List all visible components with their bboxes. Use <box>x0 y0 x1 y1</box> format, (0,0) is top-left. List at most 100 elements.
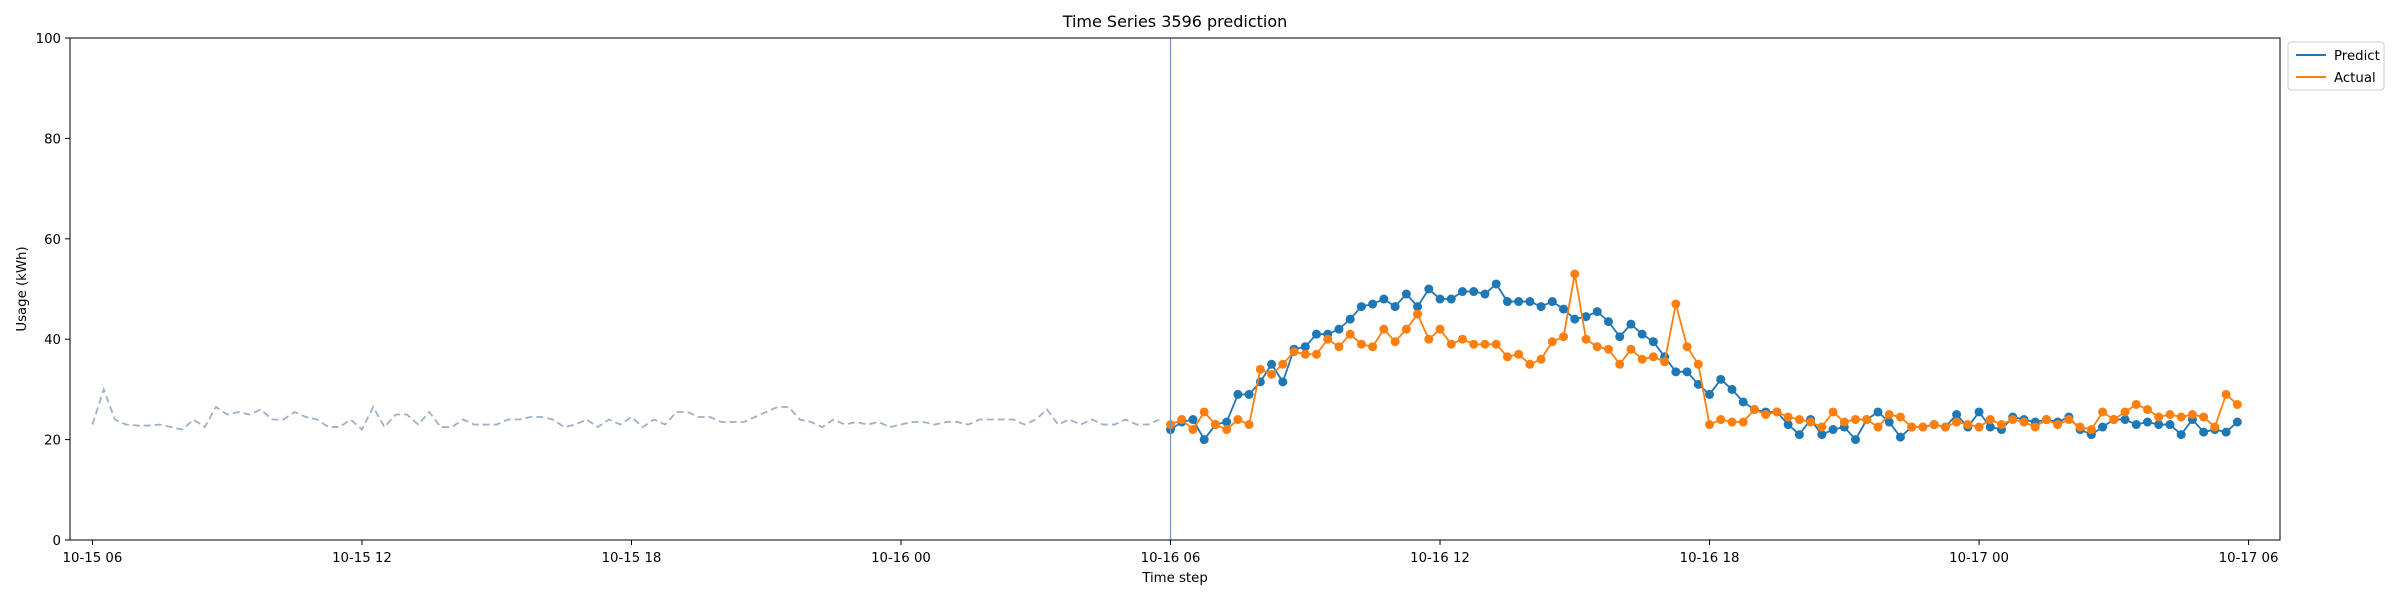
data-point-actual <box>2142 404 2152 414</box>
data-point-predict <box>1873 407 1883 417</box>
data-point-actual <box>1502 352 1512 362</box>
data-point-actual <box>1177 415 1187 425</box>
data-point-actual <box>1222 425 1232 435</box>
data-point-actual <box>1884 410 1894 419</box>
data-point-actual <box>1267 369 1277 379</box>
data-point-actual <box>1559 332 1569 342</box>
data-point-actual <box>1952 417 1962 427</box>
data-point-actual <box>1851 415 1861 425</box>
data-point-actual <box>1615 359 1625 369</box>
data-point-actual <box>1289 347 1299 357</box>
data-point-predict <box>1794 430 1804 440</box>
data-point-actual <box>2176 412 2186 422</box>
data-point-actual <box>1379 324 1389 334</box>
data-point-actual <box>1300 349 1310 359</box>
data-point-actual <box>1907 422 1917 432</box>
data-point-predict <box>1311 329 1321 339</box>
data-point-predict <box>1952 410 1962 419</box>
data-point-actual <box>1761 410 1771 419</box>
data-point-actual <box>1210 420 1220 430</box>
history-series-line <box>91 386 1160 432</box>
data-point-actual <box>1648 352 1658 362</box>
data-point-predict <box>2199 427 2209 437</box>
x-tick-label: 10-16 06 <box>1141 551 1201 566</box>
data-point-actual <box>2041 415 2051 425</box>
data-point-actual <box>1368 342 1378 352</box>
data-point-actual <box>2086 425 2096 435</box>
data-point-actual <box>1536 354 1546 364</box>
data-point-predict <box>1469 287 1479 297</box>
data-point-actual <box>2030 422 2040 432</box>
data-point-actual <box>1626 344 1636 354</box>
data-point-predict <box>1716 374 1726 384</box>
data-point-actual <box>2221 389 2231 399</box>
data-point-actual <box>2008 415 2018 425</box>
data-point-actual <box>1974 422 1984 432</box>
data-point-actual <box>1457 334 1467 344</box>
data-point-predict <box>1603 317 1613 327</box>
data-point-actual <box>1985 415 1995 425</box>
data-point-actual <box>1435 324 1445 334</box>
data-point-predict <box>1300 342 1310 352</box>
data-point-actual <box>1671 299 1681 309</box>
x-tick-label: 10-16 18 <box>1680 551 1740 566</box>
data-point-actual <box>2154 412 2164 422</box>
data-point-actual <box>1199 407 1209 417</box>
data-point-actual <box>1592 342 1602 352</box>
x-tick-label: 10-15 12 <box>332 551 392 566</box>
data-point-predict <box>1559 304 1569 314</box>
data-point-actual <box>1581 334 1591 344</box>
data-point-predict <box>1514 297 1524 307</box>
data-point-actual <box>1660 357 1670 367</box>
data-point-predict <box>1727 384 1737 394</box>
data-point-predict <box>1199 435 1209 445</box>
data-point-actual <box>2187 410 2197 419</box>
data-point-actual <box>1637 354 1647 364</box>
data-point-actual <box>1278 359 1288 369</box>
data-point-predict <box>1648 337 1658 347</box>
history-layer <box>91 386 1160 432</box>
data-point-predict <box>2221 427 2231 437</box>
data-point-actual <box>1783 412 1793 422</box>
data-point-actual <box>2109 415 2119 425</box>
data-point-actual <box>1794 415 1804 425</box>
series-layer <box>1166 269 2242 445</box>
y-tick-label: 80 <box>44 132 61 147</box>
data-point-actual <box>1323 334 1333 344</box>
data-point-predict <box>1592 307 1602 317</box>
data-point-actual <box>1817 422 1827 432</box>
plot-area <box>70 38 2280 540</box>
data-point-actual <box>1738 417 1748 427</box>
chart-title: Time Series 3596 prediction <box>1062 12 1288 31</box>
data-point-predict <box>1705 389 1715 399</box>
data-point-predict <box>1738 397 1748 407</box>
data-point-predict <box>1435 294 1445 304</box>
data-point-predict <box>2120 415 2130 425</box>
data-point-predict <box>2142 417 2152 427</box>
legend-label-actual: Actual <box>2334 71 2376 86</box>
x-tick-label: 10-15 18 <box>602 551 662 566</box>
data-point-actual <box>1514 349 1524 359</box>
data-point-actual <box>1413 309 1423 319</box>
data-point-predict <box>1581 312 1591 322</box>
data-point-predict <box>1783 420 1793 430</box>
data-point-actual <box>2165 410 2175 419</box>
data-point-predict <box>1491 279 1501 289</box>
y-axis-label: Usage (kWh) <box>15 246 30 331</box>
data-point-predict <box>1682 367 1692 377</box>
data-point-actual <box>1401 324 1411 334</box>
data-point-actual <box>1424 334 1434 344</box>
data-point-actual <box>2120 407 2130 417</box>
data-point-actual <box>1716 415 1726 425</box>
data-point-actual <box>1918 422 1928 432</box>
data-point-predict <box>1985 422 1995 432</box>
data-point-predict <box>2154 420 2164 430</box>
x-tick-label: 10-15 06 <box>63 551 123 566</box>
data-point-actual <box>1525 359 1535 369</box>
data-point-actual <box>2131 399 2141 409</box>
legend-label-predict: Predict <box>2334 49 2380 64</box>
data-point-predict <box>1334 324 1344 334</box>
data-point-actual <box>1603 344 1613 354</box>
data-point-actual <box>1693 359 1703 369</box>
